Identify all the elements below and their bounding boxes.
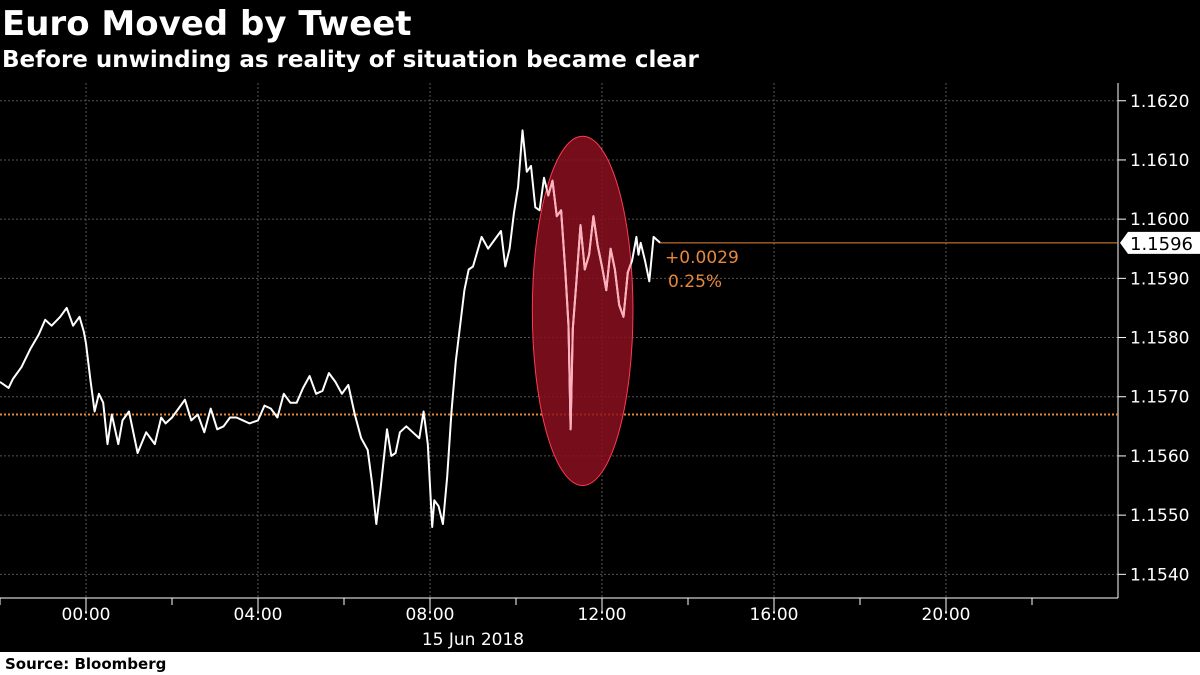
- highlight-ellipse: [531, 135, 634, 487]
- source-label: Source: Bloomberg: [5, 655, 167, 673]
- x-tick-label: 12:00: [578, 605, 627, 625]
- last-value-marker: [1120, 231, 1200, 254]
- y-tick-label: 1.1550: [1130, 506, 1189, 526]
- y-tick-label: 1.1600: [1130, 210, 1189, 230]
- y-tick-label: 1.1590: [1130, 269, 1189, 289]
- y-tick-label: 1.1560: [1130, 447, 1189, 467]
- chart-area: 1.1540 1.1550 1.1560 1.1570 1.1580 1.1590 1.16…: [0, 83, 1200, 650]
- x-tick-label: 08:00: [406, 605, 455, 625]
- x-tick-label: 16:00: [750, 605, 799, 625]
- change-abs-label: +0.0029: [665, 248, 739, 268]
- x-date-label: 15 Jun 2018: [422, 630, 524, 650]
- footer-bar: [0, 652, 1200, 675]
- y-tick-label: 1.1620: [1130, 92, 1189, 112]
- series-line-highlighted: [532, 136, 633, 486]
- chart-subtitle: Before unwinding as reality of situation…: [2, 47, 699, 73]
- change-pct-label: 0.25%: [668, 272, 722, 292]
- x-tick-label: 04:00: [234, 605, 283, 625]
- chart-title: Euro Moved by Tweet: [2, 4, 412, 44]
- last-value-label: 1.1596: [1130, 234, 1193, 255]
- y-tick-label: 1.1580: [1130, 329, 1189, 349]
- y-tick-label: 1.1540: [1130, 565, 1189, 585]
- y-tick-label: 1.1570: [1130, 388, 1189, 408]
- x-tick-label: 00:00: [62, 605, 111, 625]
- y-tick-label: 1.1610: [1130, 151, 1189, 171]
- x-tick-label: 20:00: [922, 605, 971, 625]
